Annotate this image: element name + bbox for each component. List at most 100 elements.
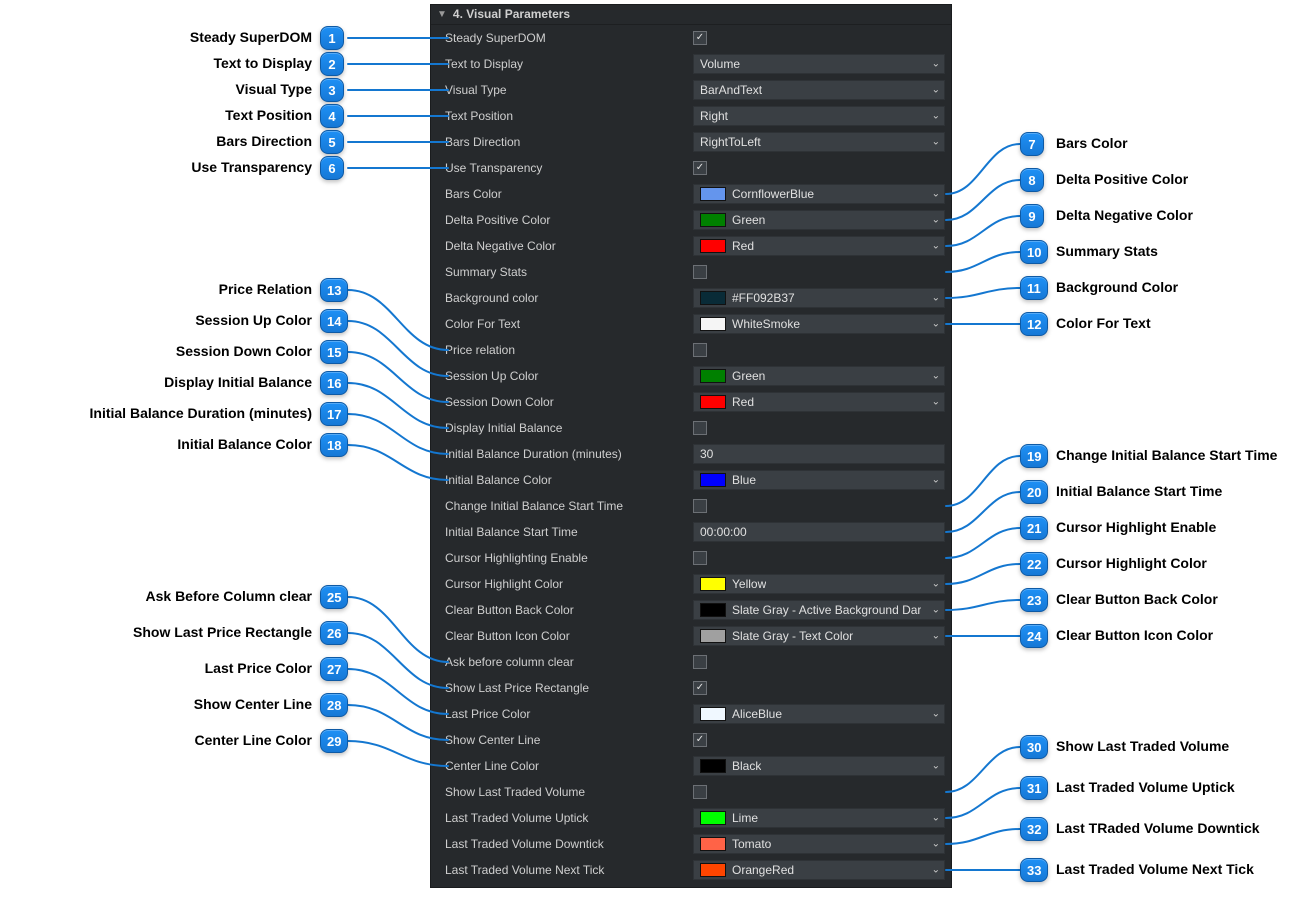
- callout-badge-33: 33: [1020, 858, 1048, 882]
- callout-badge-27: 27: [320, 657, 348, 681]
- last-price-color-color[interactable]: AliceBlue⌄: [693, 704, 945, 724]
- last-traded-volume-downtick-color[interactable]: Tomato⌄: [693, 834, 945, 854]
- prop-row-last-traded-volume-downtick: Last Traded Volume DowntickTomato⌄: [431, 831, 951, 857]
- show-center-line-checkbox[interactable]: ✓: [693, 733, 707, 747]
- value-text: #FF092B37: [732, 291, 795, 305]
- prop-row-ask-before-clear: Ask before column clear: [431, 649, 951, 675]
- prop-row-use-transparency: Use Transparency✓: [431, 155, 951, 181]
- session-up-color-color[interactable]: Green⌄: [693, 366, 945, 386]
- background-color-color[interactable]: #FF092B37⌄: [693, 288, 945, 308]
- callout-badge-24: 24: [1020, 624, 1048, 648]
- prop-row-last-traded-volume-nexttick: Last Traded Volume Next TickOrangeRed⌄: [431, 857, 951, 883]
- color-for-text-color[interactable]: WhiteSmoke⌄: [693, 314, 945, 334]
- prop-label: Steady SuperDOM: [445, 31, 693, 45]
- value-text: Black: [732, 759, 761, 773]
- clear-button-icon-color-color[interactable]: Slate Gray - Text Color⌄: [693, 626, 945, 646]
- prop-label: Use Transparency: [445, 161, 693, 175]
- color-swatch: [700, 629, 726, 643]
- show-last-price-rect-checkbox[interactable]: ✓: [693, 681, 707, 695]
- bars-direction-dropdown[interactable]: RightToLeft⌄: [693, 132, 945, 152]
- prop-value: Lime⌄: [693, 808, 945, 828]
- value-text: Volume: [700, 57, 740, 71]
- callout-number: 8: [1028, 173, 1035, 188]
- callout-number: 19: [1027, 449, 1041, 464]
- prop-label: Initial Balance Color: [445, 473, 693, 487]
- prop-value: ✓: [693, 161, 945, 175]
- value-text: Tomato: [732, 837, 771, 851]
- prop-label: Delta Positive Color: [445, 213, 693, 227]
- color-swatch: [700, 707, 726, 721]
- center-line-color-color[interactable]: Black ⌄: [693, 756, 945, 776]
- callout-badge-23: 23: [1020, 588, 1048, 612]
- leader-line-7: [946, 144, 1020, 194]
- display-initial-balance-checkbox[interactable]: [693, 421, 707, 435]
- prop-row-show-last-price-rect: Show Last Price Rectangle✓: [431, 675, 951, 701]
- ask-before-clear-checkbox[interactable]: [693, 655, 707, 669]
- callout-label-28: Show Center Line: [194, 696, 312, 712]
- callout-badge-16: 16: [320, 371, 348, 395]
- prop-row-price-relation: Price relation: [431, 337, 951, 363]
- last-traded-volume-nexttick-color[interactable]: OrangeRed⌄: [693, 860, 945, 880]
- text-position-dropdown[interactable]: Right⌄: [693, 106, 945, 126]
- value-text: Right: [700, 109, 728, 123]
- prop-row-center-line-color: Center Line ColorBlack⌄: [431, 753, 951, 779]
- prop-row-cursor-highlight-enable: Cursor Highlighting Enable: [431, 545, 951, 571]
- delta-positive-color-color[interactable]: Green⌄: [693, 210, 945, 230]
- prop-label: Show Last Traded Volume: [445, 785, 693, 799]
- initial-balance-color-color[interactable]: Blue⌄: [693, 470, 945, 490]
- prop-row-bars-color: Bars ColorCornflowerBlue⌄: [431, 181, 951, 207]
- chevron-down-icon: ⌄: [932, 475, 940, 486]
- prop-row-delta-positive-color: Delta Positive ColorGreen⌄: [431, 207, 951, 233]
- cursor-highlight-color-color[interactable]: Yellow⌄: [693, 574, 945, 594]
- chevron-down-icon: ⌄: [932, 59, 940, 70]
- change-ib-start-time-checkbox[interactable]: [693, 499, 707, 513]
- prop-row-delta-negative-color: Delta Negative ColorRed⌄: [431, 233, 951, 259]
- callout-number: 16: [327, 376, 341, 391]
- summary-stats-checkbox[interactable]: [693, 265, 707, 279]
- price-relation-checkbox[interactable]: [693, 343, 707, 357]
- last-traded-volume-uptick-color[interactable]: Lime⌄: [693, 808, 945, 828]
- bars-color-color[interactable]: CornflowerBlue⌄: [693, 184, 945, 204]
- prop-label: Clear Button Icon Color: [445, 629, 693, 643]
- steady-superdom-checkbox[interactable]: ✓: [693, 31, 707, 45]
- value-text: Lime: [732, 811, 758, 825]
- prop-label: Last Traded Volume Uptick: [445, 811, 693, 825]
- use-transparency-checkbox[interactable]: ✓: [693, 161, 707, 175]
- panel-header[interactable]: ▼ 4. Visual Parameters: [431, 5, 951, 25]
- ib-start-time-text[interactable]: 00:00:00: [693, 522, 945, 542]
- callout-label-1: Steady SuperDOM: [190, 29, 312, 45]
- panel-title: 4. Visual Parameters: [453, 7, 570, 21]
- prop-row-ib-start-time: Initial Balance Start Time00:00:00: [431, 519, 951, 545]
- prop-value: WhiteSmoke⌄: [693, 314, 945, 334]
- chevron-down-icon: ⌄: [932, 761, 940, 772]
- callout-label-23: Clear Button Back Color: [1056, 591, 1218, 607]
- callout-number: 28: [327, 698, 341, 713]
- callout-number: 13: [327, 283, 341, 298]
- delta-negative-color-color[interactable]: Red⌄: [693, 236, 945, 256]
- text-to-display-dropdown[interactable]: Volume ⌄: [693, 54, 945, 74]
- chevron-down-icon: ⌄: [932, 605, 940, 616]
- callout-label-30: Show Last Traded Volume: [1056, 738, 1229, 754]
- callout-badge-19: 19: [1020, 444, 1048, 468]
- visual-type-dropdown[interactable]: BarAndText⌄: [693, 80, 945, 100]
- prop-row-clear-button-back-color: Clear Button Back ColorSlate Gray - Acti…: [431, 597, 951, 623]
- prop-value: RightToLeft⌄: [693, 132, 945, 152]
- prop-value: ✓: [693, 681, 945, 695]
- clear-button-back-color-color[interactable]: Slate Gray - Active Background Dar⌄: [693, 600, 945, 620]
- callout-badge-31: 31: [1020, 776, 1048, 800]
- callout-badge-5: 5: [320, 130, 344, 154]
- callout-badge-17: 17: [320, 402, 348, 426]
- cursor-highlight-enable-checkbox[interactable]: [693, 551, 707, 565]
- prop-value: #FF092B37⌄: [693, 288, 945, 308]
- callout-label-3: Visual Type: [235, 81, 312, 97]
- prop-label: Text Position: [445, 109, 693, 123]
- prop-label: Bars Direction: [445, 135, 693, 149]
- callout-number: 10: [1027, 245, 1041, 260]
- callout-badge-12: 12: [1020, 312, 1048, 336]
- show-last-traded-volume-checkbox[interactable]: [693, 785, 707, 799]
- callout-number: 14: [327, 314, 341, 329]
- prop-value: Volume ⌄: [693, 54, 945, 74]
- session-down-color-color[interactable]: Red⌄: [693, 392, 945, 412]
- initial-balance-duration-text[interactable]: 30: [693, 444, 945, 464]
- chevron-down-icon: ⌄: [932, 865, 940, 876]
